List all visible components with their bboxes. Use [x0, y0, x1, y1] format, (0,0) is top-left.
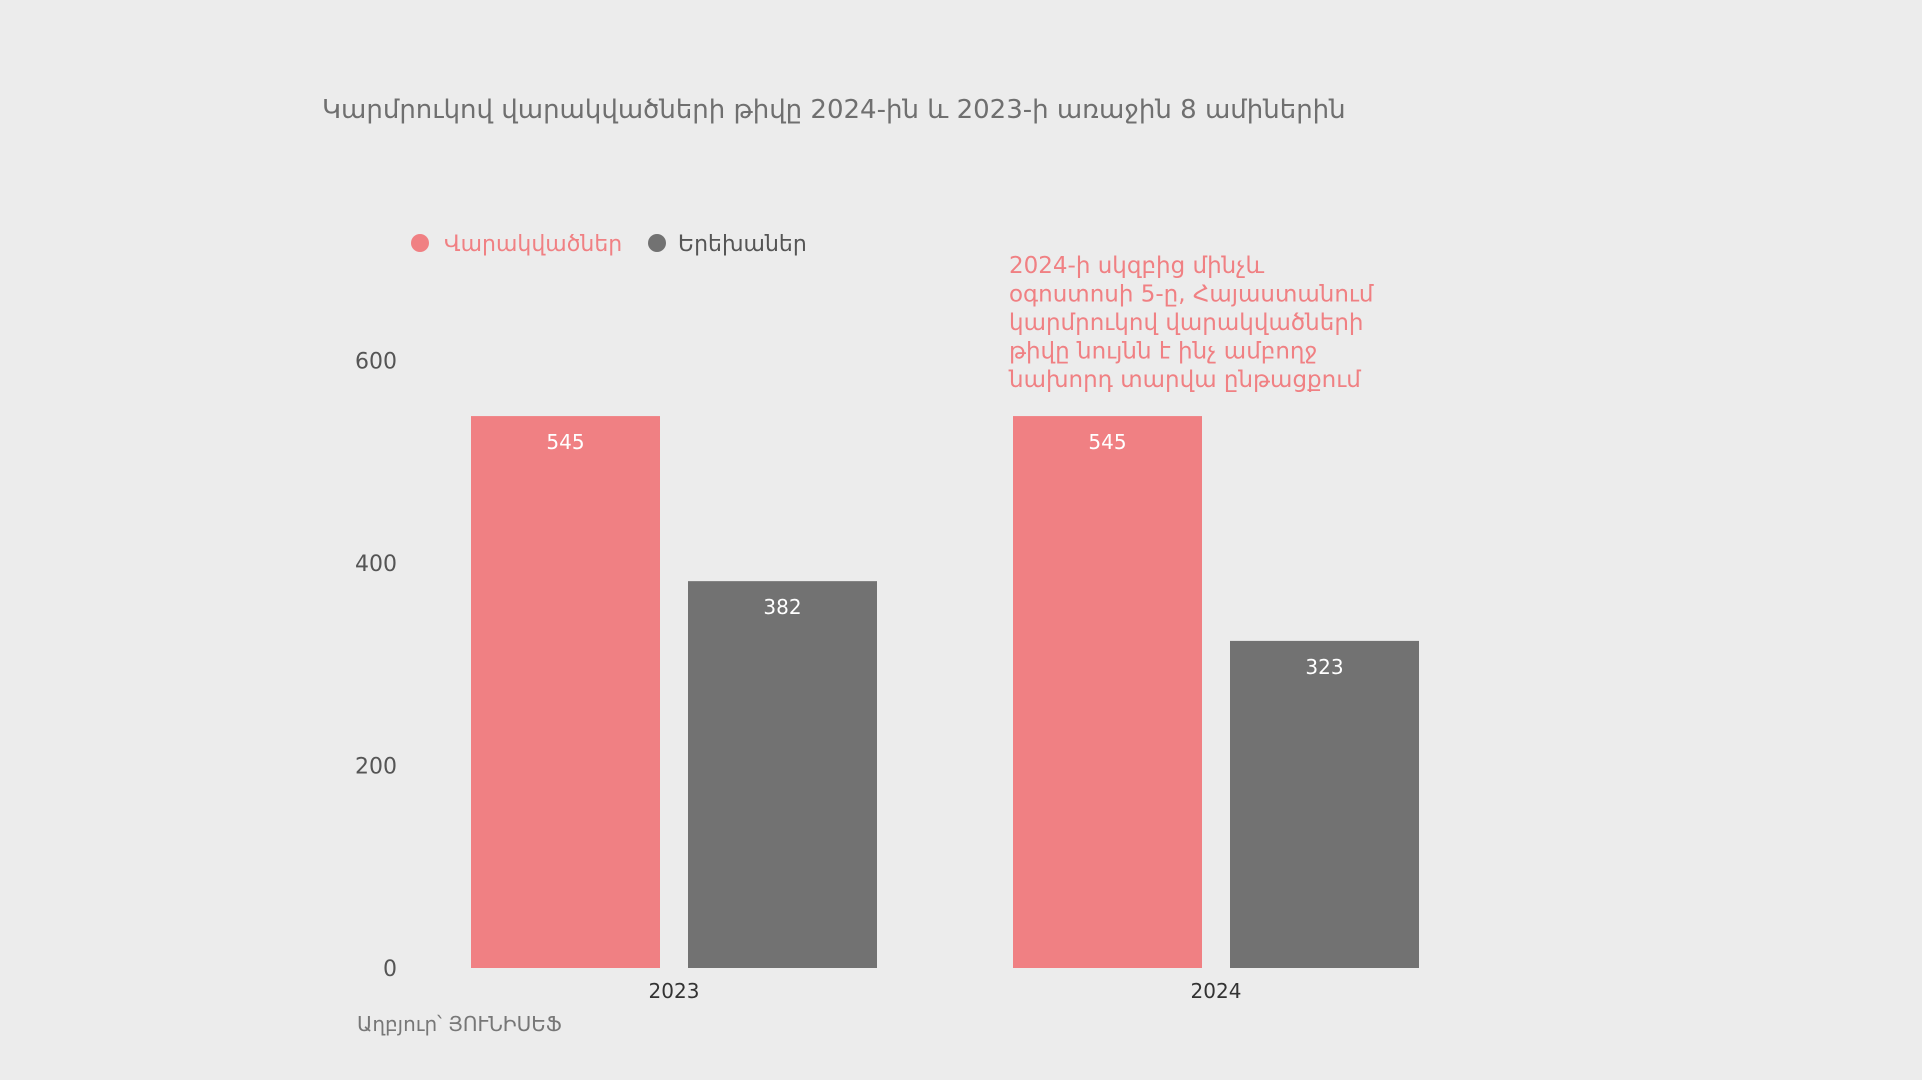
- annotation-line: կարմրուկով վարակվածների: [1009, 310, 1363, 336]
- annotation-line: թիվը նույնն է ինչ ամբողջ: [1009, 339, 1317, 365]
- legend-marker: [648, 234, 666, 252]
- legend-label: Երեխաներ: [678, 232, 807, 257]
- bar-value-label: 545: [1088, 430, 1126, 454]
- annotation-line: նախորդ տարվա ընթացքում: [1008, 367, 1361, 393]
- bar-children-2024: [1230, 640, 1419, 968]
- y-tick-label: 400: [355, 552, 397, 577]
- annotation: 2024-ի սկզբից մինչև օգոստոսի 5-ը, Հայաստա…: [1008, 253, 1374, 393]
- y-tick-label: 0: [383, 957, 397, 982]
- bar-children-2023: [688, 581, 877, 968]
- legend-marker: [411, 234, 429, 252]
- y-axis: 0 200 400 600: [355, 349, 397, 982]
- y-tick-label: 200: [355, 754, 397, 779]
- bar-infected-2023: [471, 416, 660, 969]
- x-tick-label: 2024: [1191, 979, 1242, 1003]
- bar-value-label: 323: [1305, 655, 1343, 679]
- legend-label: Վարակվածներ: [444, 232, 622, 257]
- x-tick-label: 2023: [649, 979, 700, 1003]
- chart-title: Կարմրուկով վարակվածների թիվը 2024-ին և 2…: [322, 95, 1346, 125]
- bar-infected-2024: [1013, 416, 1202, 969]
- source-note: Աղբյուր՝ ՅՈՒՆԻՍԵՖ: [357, 1012, 562, 1036]
- y-tick-label: 600: [355, 349, 397, 374]
- x-axis: 2023 2024: [649, 979, 1242, 1003]
- annotation-line: 2024-ի սկզբից մինչև: [1009, 253, 1265, 279]
- bars: 545 382 545 323: [471, 416, 1419, 969]
- bar-value-label: 382: [763, 595, 801, 619]
- annotation-line: օգոստոսի 5-ը, Հայաստանում: [1009, 282, 1374, 308]
- bar-value-label: 545: [546, 430, 584, 454]
- legend: Վարակվածներ Երեխաներ: [411, 232, 807, 257]
